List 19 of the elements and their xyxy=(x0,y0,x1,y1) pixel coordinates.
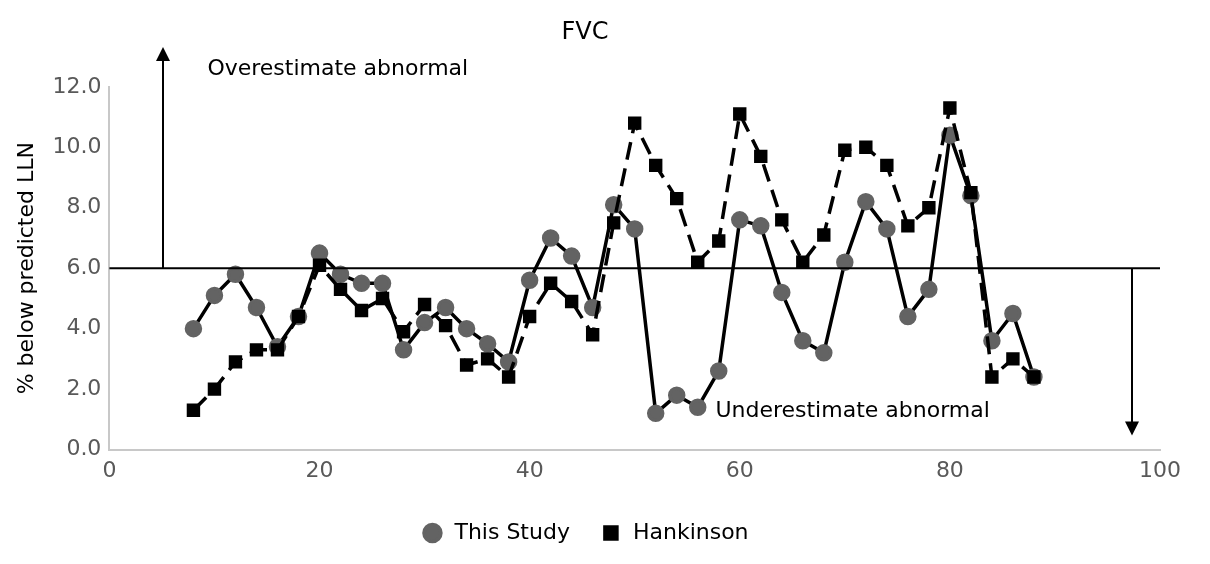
x-tick-label: 60 xyxy=(725,456,754,482)
x-tick-label: 100 xyxy=(1139,456,1181,482)
x-tick-label: 20 xyxy=(305,456,334,482)
y-tick-label: 10.0 xyxy=(52,132,102,158)
y-tick-label: 6.0 xyxy=(66,253,102,279)
y-axis-title: % below predicted LLN xyxy=(12,142,38,395)
y-tick-label: 12.0 xyxy=(52,72,102,98)
y-tick-label: 0.0 xyxy=(66,435,102,461)
x-tick-label: 0 xyxy=(102,456,117,482)
x-tick-label: 80 xyxy=(935,456,964,482)
text: Overestimate abnormal xyxy=(207,54,469,80)
annotation: Underestimate abnormal xyxy=(715,397,990,423)
legend-label: This Study xyxy=(453,518,570,544)
x-tick-label: 40 xyxy=(515,456,544,482)
y-tick-label: 2.0 xyxy=(66,374,102,400)
chart-title: FVC xyxy=(561,16,609,45)
y-tick-label: 8.0 xyxy=(66,193,102,219)
legend-label: Hankinson xyxy=(632,518,749,544)
y-tick-label: 4.0 xyxy=(66,314,102,340)
